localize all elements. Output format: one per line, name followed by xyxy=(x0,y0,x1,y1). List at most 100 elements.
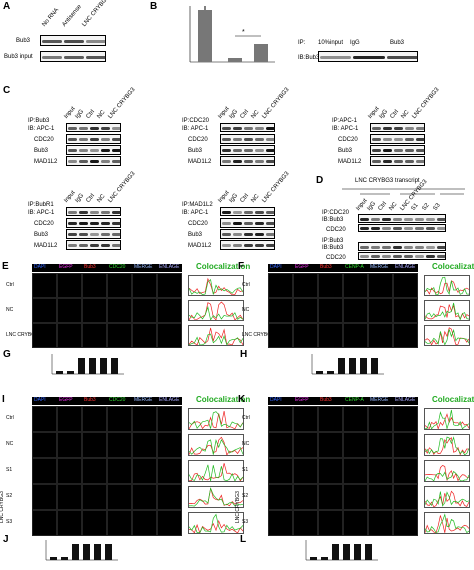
lane-label: Input xyxy=(63,189,77,204)
panel-letter: E xyxy=(2,261,9,272)
coloc-title: Colocalization xyxy=(196,395,251,404)
panel-letter: C xyxy=(3,85,11,96)
svg-text:*: * xyxy=(242,29,245,36)
row-label: MAD1L2 xyxy=(34,243,58,249)
band xyxy=(383,126,392,130)
channel-label: MERGE xyxy=(134,264,153,270)
band xyxy=(244,149,253,152)
blot-row xyxy=(66,207,121,216)
micrograph xyxy=(32,406,57,432)
band xyxy=(266,160,275,163)
ip-label: IP:MAD1L2 xyxy=(182,202,213,208)
coloc-plot xyxy=(188,275,244,296)
micrograph xyxy=(57,458,82,484)
band xyxy=(372,160,381,163)
band xyxy=(112,149,121,152)
band xyxy=(90,233,99,236)
micrograph xyxy=(157,273,182,298)
channel-label: DAPI xyxy=(34,264,46,270)
band xyxy=(79,138,88,141)
row-label: CDC20 xyxy=(326,255,346,261)
small-bar-chart xyxy=(306,352,386,378)
group-label: LNC CRYBG3 xyxy=(235,491,241,523)
band xyxy=(222,244,231,247)
coloc-plot xyxy=(188,300,244,321)
row-label: MAD1L2 xyxy=(338,159,362,165)
band xyxy=(383,149,392,152)
row-label: NC xyxy=(6,441,14,447)
micrograph xyxy=(157,323,182,348)
micrograph xyxy=(82,406,107,432)
band xyxy=(437,217,446,221)
blot-row xyxy=(370,123,425,132)
micrograph xyxy=(57,323,82,348)
lane-label: 10%input xyxy=(318,40,344,46)
micrograph xyxy=(107,323,132,348)
blot-row xyxy=(40,51,106,62)
panel-letter: H xyxy=(240,349,248,360)
blot-row xyxy=(358,214,446,223)
blot-row xyxy=(220,240,275,250)
micrograph xyxy=(132,458,157,484)
micrograph xyxy=(318,273,343,298)
micrograph xyxy=(343,323,368,348)
micrograph xyxy=(82,510,107,536)
band xyxy=(437,255,446,258)
band xyxy=(233,126,242,130)
band xyxy=(404,245,413,249)
channel-label: EGFP xyxy=(295,264,309,270)
band xyxy=(415,245,424,249)
band xyxy=(371,255,380,258)
coloc-plot xyxy=(424,325,470,346)
band xyxy=(360,227,369,230)
header-strip xyxy=(32,264,182,272)
lane-label: Antisense xyxy=(61,3,83,29)
lane-label: Ctrl xyxy=(85,192,97,204)
micrograph xyxy=(293,432,318,458)
ib-label: IB: APC-1 xyxy=(182,210,209,216)
lane-label: Input xyxy=(63,105,77,120)
lane-label: Input xyxy=(355,197,369,212)
band xyxy=(372,126,381,130)
micrograph xyxy=(132,406,157,432)
channel-label: EGFP xyxy=(295,397,309,403)
header-strip xyxy=(268,397,418,405)
coloc-svg xyxy=(424,513,470,534)
band xyxy=(112,233,121,236)
micrograph xyxy=(293,458,318,484)
lane-label: Ctrl xyxy=(389,108,401,120)
row-label: CDC20 xyxy=(338,137,358,143)
band xyxy=(79,233,88,236)
coloc-plot xyxy=(188,486,244,508)
row-label: S2 xyxy=(6,493,13,499)
coloc-svg xyxy=(424,464,470,482)
micrograph xyxy=(157,484,182,510)
lane-label: LNC CRYBG3 xyxy=(411,86,441,120)
micrograph xyxy=(293,323,318,348)
row-label: S1 xyxy=(242,467,249,473)
coloc-svg xyxy=(188,513,244,534)
coloc-svg xyxy=(188,436,244,456)
channel-label: DAPI xyxy=(270,264,282,270)
channel-label: ENLAGE xyxy=(159,397,180,403)
micrograph xyxy=(268,323,293,348)
micrograph xyxy=(32,484,57,510)
lane-label: NC xyxy=(400,109,411,120)
band xyxy=(233,138,242,141)
band xyxy=(372,149,381,152)
band xyxy=(244,233,253,236)
band xyxy=(405,138,414,141)
micrograph xyxy=(393,458,418,484)
row-label: IB:Bub3 xyxy=(298,55,320,61)
blot-row xyxy=(318,51,418,62)
row-label: Bub3 xyxy=(34,232,49,238)
blot-row xyxy=(220,229,275,239)
channel-label: CENP-A xyxy=(345,264,364,270)
micrograph xyxy=(57,510,82,536)
blot-row xyxy=(66,229,121,239)
coloc-plot xyxy=(188,460,244,482)
blot-row xyxy=(370,156,425,166)
micrograph xyxy=(57,432,82,458)
band xyxy=(79,244,88,247)
